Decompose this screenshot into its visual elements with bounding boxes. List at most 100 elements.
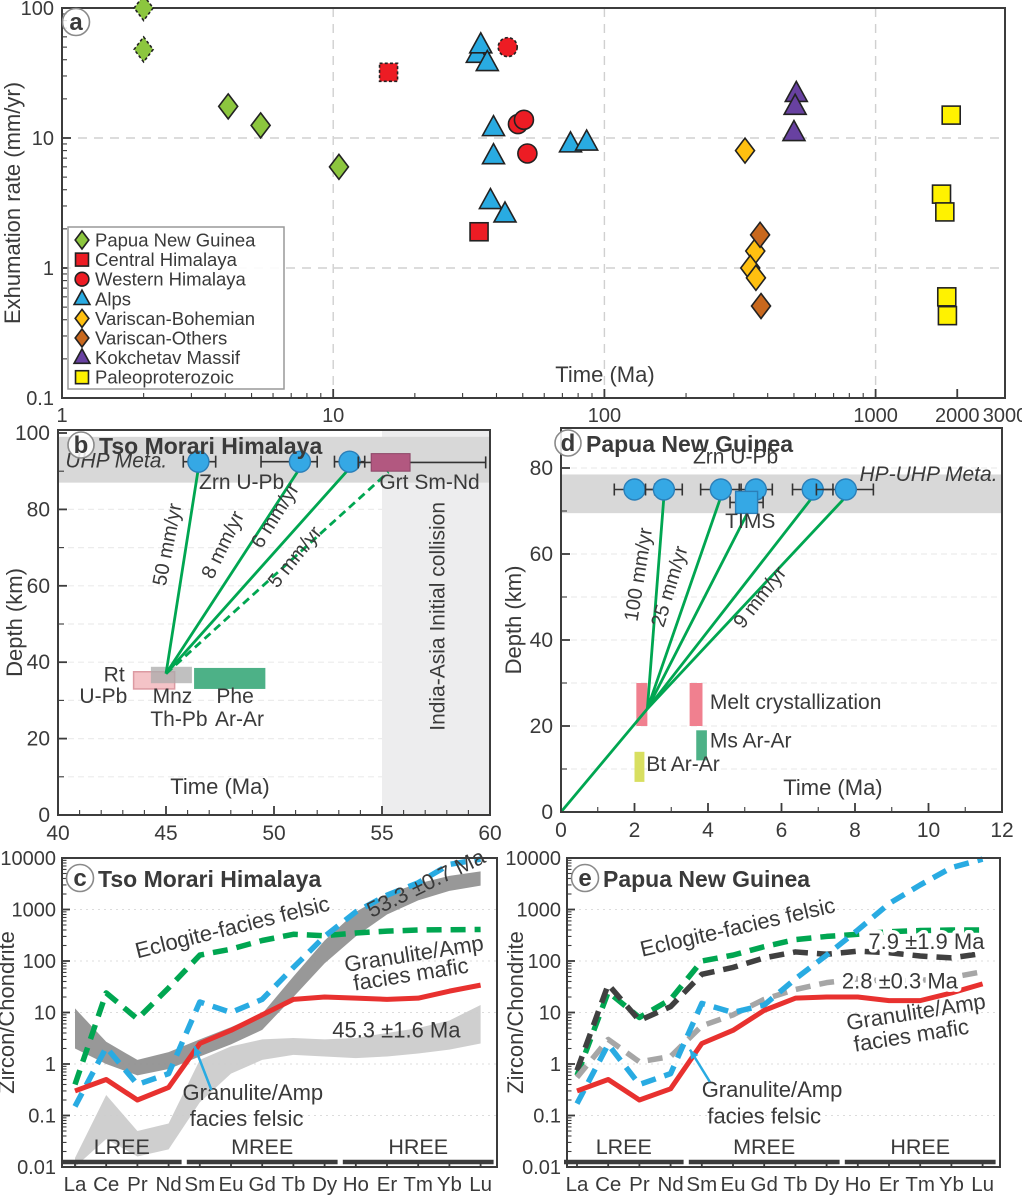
- point-western-himalaya: [517, 143, 538, 164]
- ree-series-eclogite-facies-felsic: [574, 927, 983, 1077]
- y-tick-label: 60: [530, 543, 553, 566]
- ree-group-label: HREE: [890, 1135, 950, 1159]
- metamorphism-band: [58, 436, 490, 483]
- ree-series-granulite-amp-facies-mafic: [74, 982, 482, 1103]
- y-tick-label: 1: [45, 1054, 56, 1076]
- panel-title: Tso Morari Himalaya: [99, 433, 322, 459]
- x-tick-label: 1: [56, 405, 67, 427]
- y-tick-label: 1: [550, 1054, 561, 1076]
- x-tick-label: Yb: [939, 1173, 964, 1196]
- y-tick-label: 0: [38, 804, 50, 827]
- age-box: [150, 666, 192, 684]
- panel-letter: e: [578, 865, 591, 892]
- x-tick-label: Er: [879, 1173, 900, 1196]
- y-tick-label: 0.01: [17, 1157, 56, 1179]
- x-tick-label: Eu: [720, 1173, 745, 1196]
- y-tick-label: 100: [528, 951, 561, 973]
- annotation: 45.3 ±1.6 Ma: [332, 1017, 461, 1042]
- panel-d-png-depth-time: 0 2 4 6 8 10 12 0 20 40 60 80 Depth (km) Zrn U-Pb HP-U…: [501, 427, 1014, 842]
- annotation: India-Asia Initial collision: [427, 502, 450, 731]
- zircon-age-sample: [652, 478, 676, 501]
- ree-group-label: LREE: [596, 1135, 652, 1159]
- y-tick-label: 1000: [517, 900, 562, 922]
- y-tick-label: 40: [27, 651, 50, 674]
- exhumation-rate-line: [164, 467, 351, 675]
- y-tick-label: 10000: [505, 848, 561, 870]
- x-tick-label: 50: [262, 822, 285, 845]
- point-central-himalaya: [378, 62, 399, 83]
- ree-series-7-9-1-9-ma: [574, 948, 983, 1072]
- point-variscan-others: [750, 292, 772, 320]
- point-western-himalaya: [513, 109, 535, 131]
- y-tick-label: 80: [530, 457, 553, 480]
- exhumation-rate-line: [559, 707, 649, 813]
- x-tick-label: Lu: [971, 1173, 994, 1196]
- x-tick-label: Dy: [814, 1173, 840, 1196]
- ree-series-granulite-amp-facies-felsic: [574, 856, 984, 1105]
- annotation: Time (Ma): [783, 775, 882, 800]
- annotation: facies felsic: [190, 1106, 304, 1131]
- x-tick-label: Pr: [629, 1173, 650, 1196]
- point-paleoproterozoic: [931, 184, 952, 204]
- panel-letter: d: [561, 430, 576, 457]
- annotation: Mnz: [153, 685, 193, 708]
- exhumation-rate-line: [646, 496, 723, 710]
- y-tick-label: 80: [27, 498, 50, 521]
- panel-e-png-ree: La Ce Pr Nd Sm Eu Gd Tb Dy Ho Er Tm Yb Lu100001000100…: [503, 848, 1001, 1196]
- point-alps: [481, 142, 506, 165]
- exhumation-rate-line: [165, 470, 390, 675]
- zircon-age-sample: [338, 450, 361, 473]
- panel-letter: a: [69, 9, 83, 36]
- annotation: Eclogite-facies felsic: [133, 891, 332, 963]
- legend-marker-triangle: [72, 288, 92, 306]
- y-tick-label: 0.1: [28, 1106, 56, 1128]
- annotation: 25 mm/yr: [647, 543, 693, 629]
- tims-age-sample: [734, 490, 759, 515]
- x-tick-label: Nd: [155, 1173, 181, 1196]
- y-axis-title: Zircon/Chondrite: [503, 931, 528, 1094]
- x-tick-label: 10: [917, 819, 940, 842]
- ree-group-label: LREE: [94, 1135, 150, 1159]
- annotation: U-Pb: [79, 685, 127, 708]
- zircon-age-sample: [288, 450, 312, 473]
- ree-group-label: MREE: [231, 1135, 293, 1159]
- x-tick-label: Nd: [657, 1173, 683, 1196]
- y-tick-label: 10: [34, 1003, 56, 1025]
- x-tick-label: Sm: [686, 1173, 717, 1196]
- panel-letter-badge: [61, 7, 91, 37]
- point-paleoproterozoic: [941, 105, 962, 125]
- point-papua-new-guinea: [250, 111, 272, 140]
- legend-label: Variscan-Others: [95, 328, 227, 349]
- panel-letter-badge: [67, 431, 95, 459]
- age-box: [689, 683, 703, 726]
- point-alps: [468, 31, 494, 54]
- point-variscan-others: [749, 220, 771, 249]
- panel-title: Papua New Guinea: [603, 866, 810, 892]
- annotation: Bt Ar-Ar: [646, 753, 720, 776]
- y-tick-label: 10: [539, 1003, 561, 1025]
- y-tick-label: 10000: [0, 848, 56, 870]
- x-tick-label: Er: [377, 1173, 398, 1196]
- annotation: Zrn U-Pb: [693, 446, 778, 469]
- x-tick-label: 10: [322, 405, 344, 427]
- age-box: [636, 683, 648, 726]
- point-paleoproterozoic: [936, 287, 957, 307]
- x-tick-label: 2: [629, 819, 641, 842]
- point-kokchetav-massif: [782, 92, 808, 116]
- x-tick-label: Lu: [469, 1173, 492, 1196]
- ree-series-eclogite-facies-felsic: [72, 926, 481, 1086]
- annotation: UHP Meta.: [65, 449, 167, 472]
- x-tick-label: 6: [776, 819, 788, 842]
- y-axis-title: Exhumation rate (mm/yr): [0, 82, 25, 324]
- panel-letter-badge: [554, 429, 582, 457]
- zircon-age-sample: [623, 478, 646, 501]
- zircon-age-sample: [834, 478, 858, 501]
- grt-age-box: [370, 453, 411, 472]
- annotation: Grt Sm-Nd: [379, 471, 479, 494]
- x-tick-label: 4: [702, 819, 714, 842]
- age-box: [194, 667, 266, 689]
- y-tick-label: 0: [541, 801, 553, 824]
